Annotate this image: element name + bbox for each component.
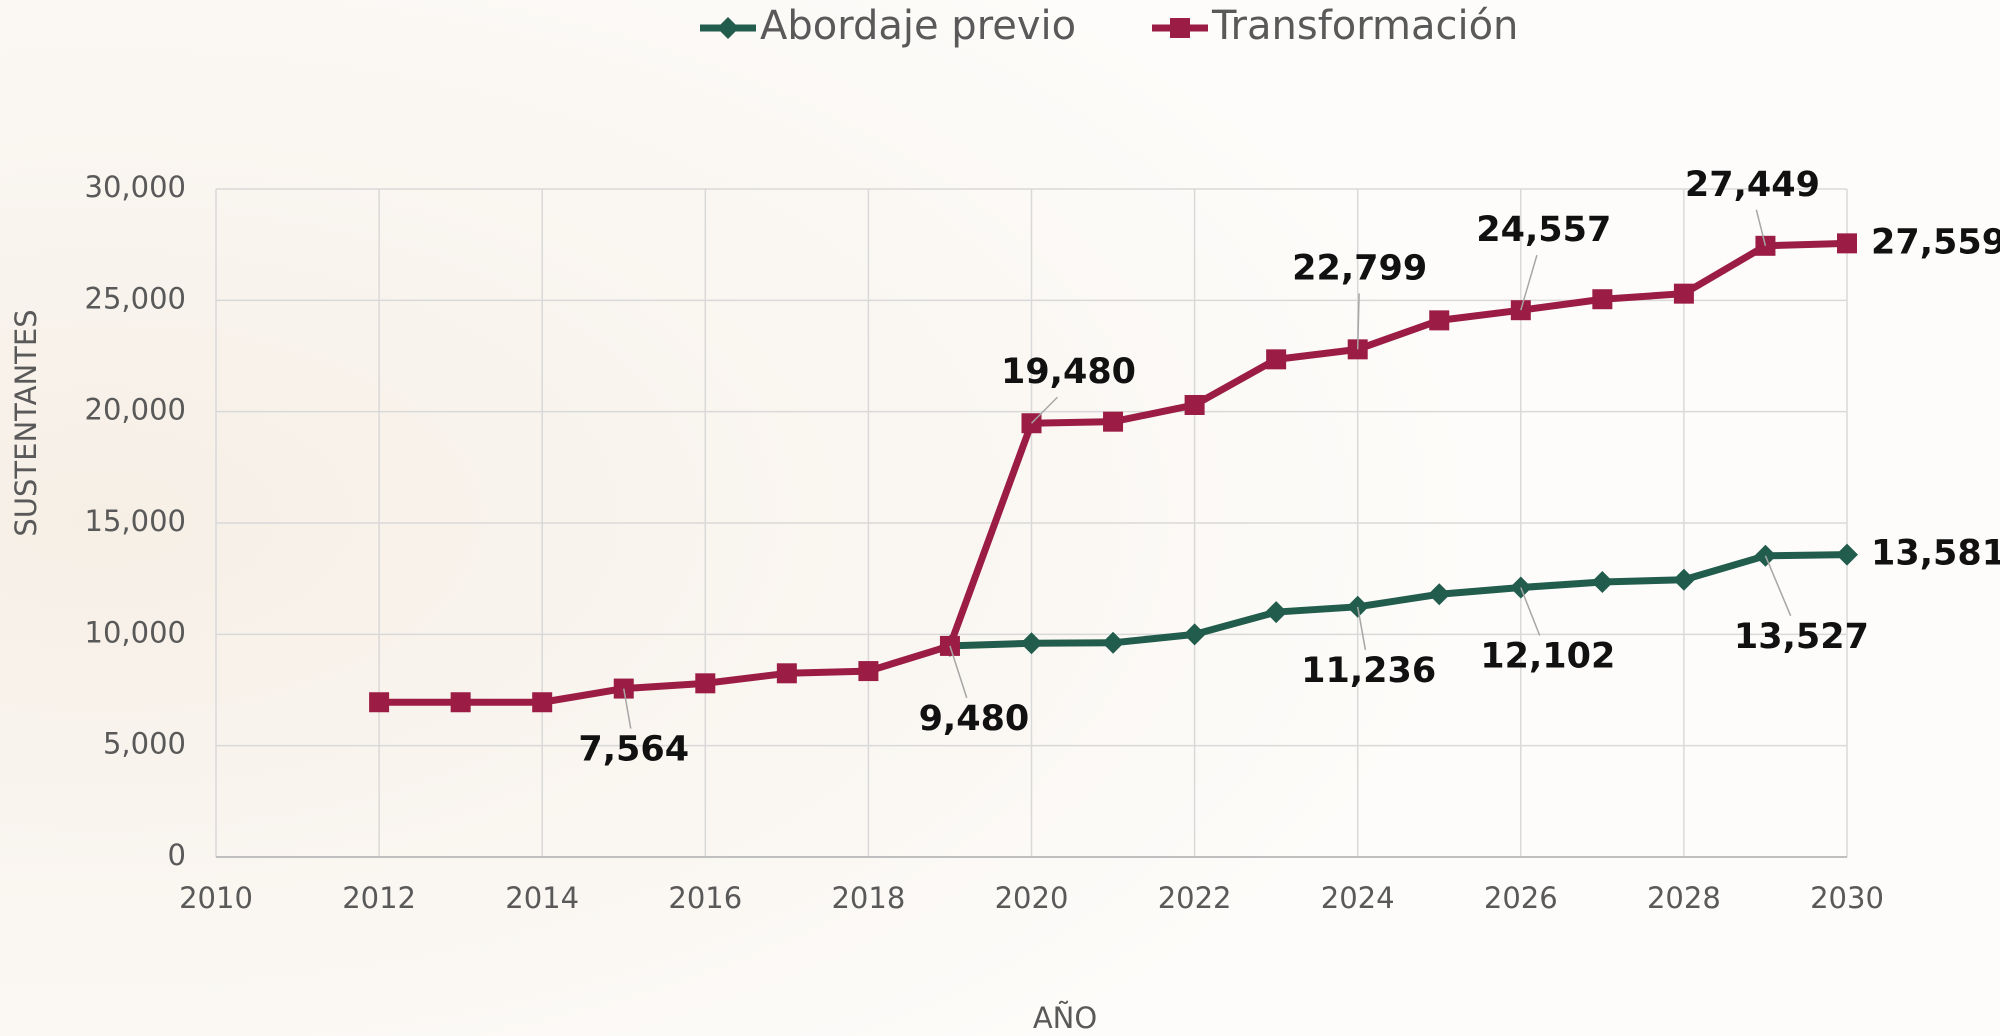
marker [532, 692, 552, 712]
marker [1266, 349, 1286, 369]
data-label: 7,564 [578, 730, 689, 770]
x-tick-label: 2014 [505, 881, 579, 915]
legend-label: Transformación [1211, 3, 1518, 49]
x-tick-label: 2030 [1810, 881, 1884, 915]
x-axis-title: AÑO [1033, 1001, 1097, 1035]
x-tick-label: 2020 [995, 881, 1069, 915]
y-tick-label: 15,000 [85, 504, 186, 538]
x-tick-label: 2022 [1158, 881, 1232, 915]
x-tick-label: 2028 [1647, 881, 1721, 915]
data-label: 27,449 [1685, 165, 1820, 205]
x-tick-label: 2024 [1321, 881, 1395, 915]
x-tick-label: 2016 [668, 881, 742, 915]
marker [777, 663, 797, 683]
marker [451, 692, 471, 712]
y-tick-label: 10,000 [85, 615, 186, 649]
data-label: 19,480 [1001, 352, 1136, 392]
data-label: 12,102 [1480, 637, 1615, 677]
y-tick-label: 25,000 [85, 281, 186, 315]
x-tick-label: 2010 [179, 881, 253, 915]
y-tick-label: 30,000 [85, 170, 186, 204]
marker [1674, 284, 1694, 304]
data-label: 22,799 [1292, 248, 1427, 288]
data-label: 13,527 [1734, 617, 1869, 657]
marker [369, 692, 389, 712]
y-axis-title: SUSTENTANTES [9, 309, 43, 536]
y-tick-label: 20,000 [85, 393, 186, 427]
data-label: 11,236 [1301, 651, 1436, 691]
chart: AÑO SUSTENTANTES 0 5,000 10,000 15,000 20,00… [0, 0, 2000, 1036]
page: {"chart_data": { "type": "line", "x_labe… [0, 0, 2000, 1036]
marker [858, 661, 878, 681]
legend-label: Abordaje previo [760, 3, 1076, 49]
y-tick-label: 0 [168, 838, 186, 872]
marker [1429, 310, 1449, 330]
marker [1837, 233, 1857, 253]
marker [1185, 395, 1205, 415]
data-label: 13,581 [1871, 534, 2000, 574]
marker [1592, 289, 1612, 309]
x-tick-label: 2018 [831, 881, 905, 915]
marker [1170, 18, 1190, 38]
x-tick-label: 2026 [1484, 881, 1558, 915]
data-label: 9,480 [919, 699, 1030, 739]
marker [1103, 412, 1123, 432]
data-label: 27,559 [1871, 222, 2000, 262]
data-label: 24,557 [1476, 210, 1611, 250]
marker [695, 673, 715, 693]
y-tick-label: 5,000 [103, 727, 186, 761]
x-tick-label: 2012 [342, 881, 416, 915]
